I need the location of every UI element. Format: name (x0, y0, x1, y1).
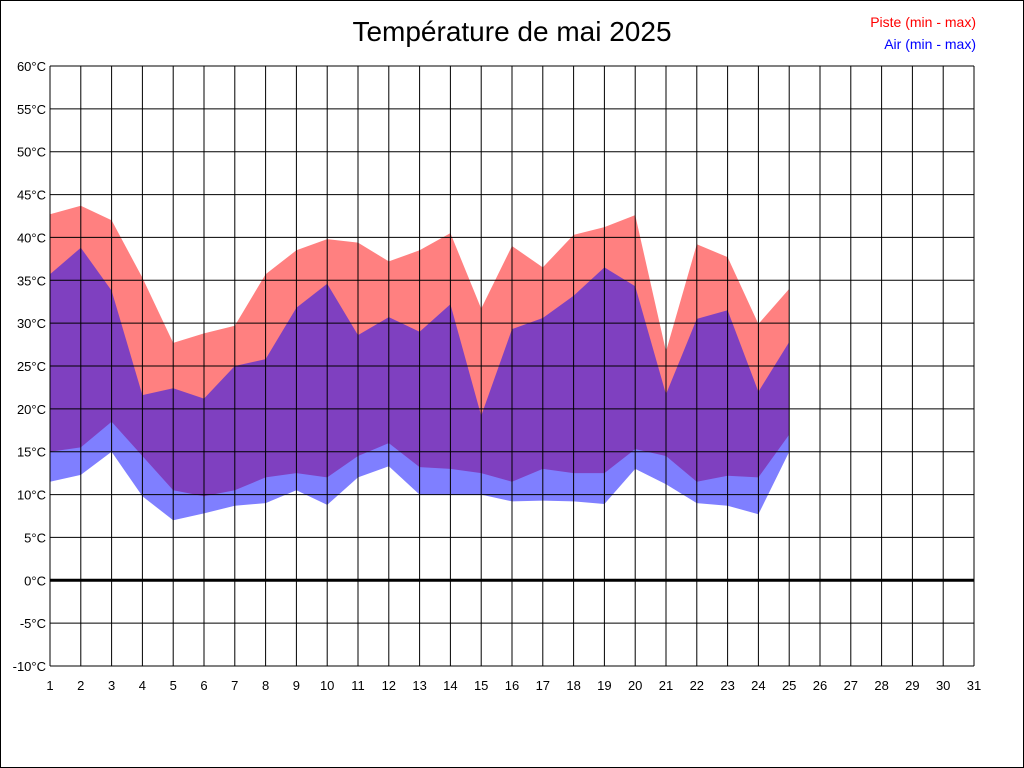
x-tick-label: 5 (170, 678, 177, 693)
x-tick-label: 28 (874, 678, 888, 693)
x-tick-label: 20 (628, 678, 642, 693)
y-tick-label: -5°C (20, 616, 46, 631)
x-tick-label: 10 (320, 678, 334, 693)
x-tick-label: 6 (200, 678, 207, 693)
x-tick-label: 17 (536, 678, 550, 693)
x-tick-label: 22 (690, 678, 704, 693)
x-tick-label: 4 (139, 678, 146, 693)
chart-title: Température de mai 2025 (352, 16, 672, 47)
y-tick-label: 45°C (17, 188, 46, 203)
x-tick-label: 3 (108, 678, 115, 693)
x-tick-label: 2 (77, 678, 84, 693)
x-tick-label: 21 (659, 678, 673, 693)
x-tick-label: 7 (231, 678, 238, 693)
x-tick-label: 14 (443, 678, 457, 693)
x-tick-label: 8 (262, 678, 269, 693)
x-tick-label: 12 (382, 678, 396, 693)
y-tick-label: 15°C (17, 445, 46, 460)
y-tick-label: 30°C (17, 316, 46, 331)
x-tick-label: 19 (597, 678, 611, 693)
x-tick-label: 25 (782, 678, 796, 693)
y-tick-label: 20°C (17, 402, 46, 417)
x-tick-label: 30 (936, 678, 950, 693)
x-tick-label: 29 (905, 678, 919, 693)
x-tick-label: 23 (720, 678, 734, 693)
x-tick-label: 13 (412, 678, 426, 693)
y-tick-label: 50°C (17, 145, 46, 160)
y-tick-label: 25°C (17, 359, 46, 374)
y-tick-label: 5°C (24, 530, 46, 545)
legend-entry-piste: Piste (min - max) (870, 14, 976, 30)
x-tick-label: 27 (844, 678, 858, 693)
x-tick-label: 1 (46, 678, 53, 693)
y-tick-label: 0°C (24, 573, 46, 588)
y-tick-label: 55°C (17, 102, 46, 117)
y-tick-label: 60°C (17, 59, 46, 74)
y-tick-label: 35°C (17, 273, 46, 288)
x-tick-label: 11 (351, 678, 365, 693)
y-tick-label: -10°C (13, 659, 46, 674)
x-tick-label: 15 (474, 678, 488, 693)
y-tick-label: 10°C (17, 488, 46, 503)
legend-entry-air: Air (min - max) (884, 36, 976, 52)
x-tick-label: 31 (967, 678, 981, 693)
x-tick-label: 18 (566, 678, 580, 693)
x-tick-label: 9 (293, 678, 300, 693)
x-tick-label: 26 (813, 678, 827, 693)
y-tick-label: 40°C (17, 230, 46, 245)
x-tick-label: 16 (505, 678, 519, 693)
x-tick-label: 24 (751, 678, 765, 693)
